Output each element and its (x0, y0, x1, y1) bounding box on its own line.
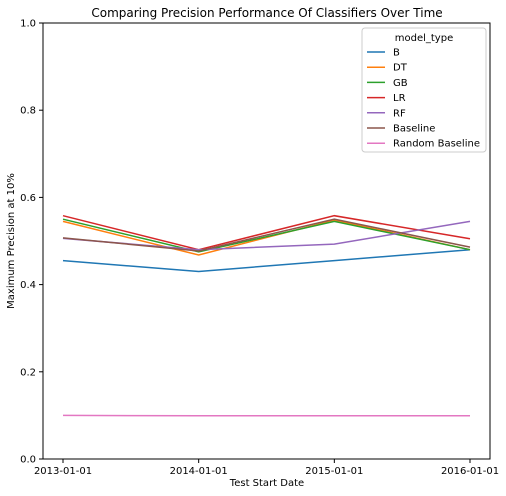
x-axis-label: Test Start Date (229, 478, 304, 489)
y-tick-label: 0.4 (20, 280, 36, 291)
series-line-lr (62, 214, 471, 251)
y-axis-label: Maximum Precision at 10% (6, 173, 17, 309)
legend-entry: Random Baseline (393, 139, 480, 150)
legend-entry: Baseline (393, 124, 435, 135)
x-tick-label: 2014-01-01 (170, 466, 228, 477)
legend-entry: DT (393, 63, 408, 74)
series-line-baseline (62, 218, 471, 252)
legend-entry: GB (393, 78, 408, 89)
x-tick-label: 2015-01-01 (305, 466, 363, 477)
series-line-b (62, 248, 471, 273)
series-lines (62, 214, 471, 417)
x-tick-label: 2013-01-01 (34, 466, 92, 477)
y-tick-label: 0.8 (20, 106, 36, 117)
y-tick-label: 1.0 (20, 19, 36, 30)
x-axis: 2013-01-01 2014-01-01 2015-01-01 2016-01-01 (34, 459, 499, 477)
legend-entry: B (393, 48, 400, 59)
legend: model_type B DT GB LR RF Baseline Random Basel… (361, 27, 487, 153)
y-axis: 0.0 0.2 0.4 0.6 0.8 1.0 (20, 19, 43, 466)
x-tick-label: 2016-01-01 (441, 466, 499, 477)
series-line-gb (62, 218, 471, 253)
legend-entry: LR (393, 93, 406, 104)
chart-title: Comparing Precision Performance Of Class… (91, 6, 442, 20)
y-tick-label: 0.0 (20, 455, 36, 466)
legend-title: model_type (395, 33, 453, 44)
y-tick-label: 0.2 (20, 367, 36, 378)
legend-box (361, 27, 487, 153)
y-tick-label: 0.6 (20, 193, 36, 204)
legend-entry: RF (393, 108, 406, 119)
